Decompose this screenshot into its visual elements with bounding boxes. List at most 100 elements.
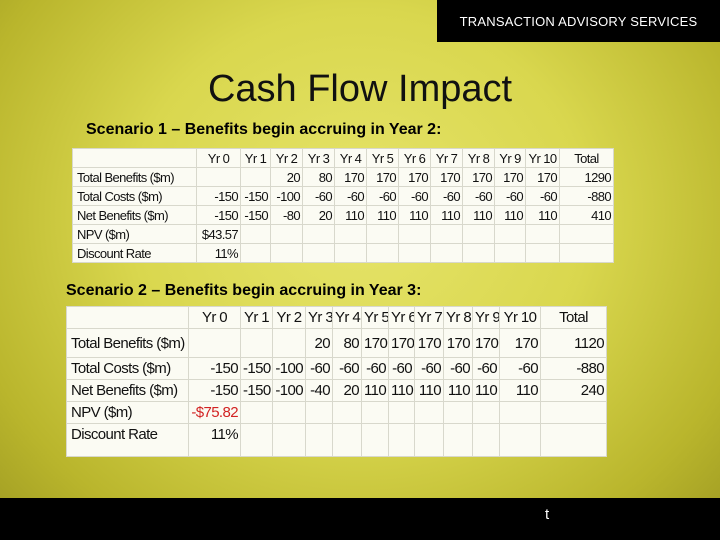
- table-row: Total Benefits ($m) 20 80 170 170 170 17…: [72, 167, 614, 187]
- table-cell: 110: [430, 205, 463, 225]
- table-cell: 170: [443, 328, 473, 358]
- table-cell: -60: [414, 357, 444, 380]
- table-cell: -60: [499, 357, 541, 380]
- table-cell: 240: [540, 379, 607, 402]
- table-cell: [240, 167, 271, 187]
- table-header-row: Yr 0 Yr 1 Yr 2 Yr 3 Yr 4 Yr 5 Yr 6 Yr 7 …: [72, 148, 614, 168]
- table-cell: -880: [559, 186, 614, 206]
- header-bar: TRANSACTION ADVISORY SERVICES: [437, 0, 720, 42]
- discount-rate-value: 11%: [188, 423, 241, 457]
- table-cell: [272, 328, 306, 358]
- table-cell: [196, 167, 241, 187]
- table-cell: 170: [525, 167, 560, 187]
- column-header: Yr 7: [430, 148, 463, 168]
- table-cell: [240, 328, 273, 358]
- table-cell: 20: [302, 205, 335, 225]
- row-label: Net Benefits ($m): [72, 205, 197, 225]
- table-cell: -100: [272, 357, 306, 380]
- table-cell: -60: [462, 186, 495, 206]
- table-cell: -60: [430, 186, 463, 206]
- table-cell: -150: [240, 379, 273, 402]
- table-cell: -60: [305, 357, 333, 380]
- table-cell: -150: [240, 357, 273, 380]
- table-cell: 110: [361, 379, 389, 402]
- table-cell: -80: [270, 205, 303, 225]
- table-cell: -60: [332, 357, 362, 380]
- column-header: Yr 4: [332, 306, 362, 329]
- footer-bar: [0, 498, 720, 540]
- column-header: Yr 9: [472, 306, 500, 329]
- row-label: Total Benefits ($m): [66, 328, 189, 358]
- column-header: Yr 4: [334, 148, 367, 168]
- table-cell: 110: [398, 205, 431, 225]
- table-cell: -150: [188, 379, 241, 402]
- table-cell: -100: [270, 186, 303, 206]
- table-cell: -60: [334, 186, 367, 206]
- table-row: Discount Rate 11%: [72, 243, 614, 263]
- row-label: Total Costs ($m): [72, 186, 197, 206]
- scenario-2-table: Yr 0 Yr 1 Yr 2 Yr 3 Yr 4 Yr 5 Yr 6 Yr 7 …: [66, 306, 607, 457]
- table-row: Net Benefits ($m) -150 -150 -100 -40 20 …: [66, 379, 607, 402]
- table-cell: -60: [361, 357, 389, 380]
- column-header: Yr 6: [388, 306, 415, 329]
- table-cell: 170: [462, 167, 495, 187]
- table-cell: -60: [494, 186, 526, 206]
- npv-value: $43.57: [196, 224, 241, 244]
- column-header: Yr 0: [188, 306, 241, 329]
- discount-rate-label: Discount Rate: [72, 243, 197, 263]
- table-cell: -150: [196, 186, 241, 206]
- table-cell: -60: [525, 186, 560, 206]
- table-cell: 110: [472, 379, 500, 402]
- column-header: Yr 1: [240, 148, 271, 168]
- column-header: Yr 10: [499, 306, 541, 329]
- table-cell: 110: [499, 379, 541, 402]
- row-label: Net Benefits ($m): [66, 379, 189, 402]
- table-cell: 170: [499, 328, 541, 358]
- table-row: NPV ($m) $43.57: [72, 224, 614, 244]
- table-cell: -100: [272, 379, 306, 402]
- table-cell: 170: [494, 167, 526, 187]
- column-header: Yr 5: [366, 148, 399, 168]
- table-cell: 20: [332, 379, 362, 402]
- table-cell: 170: [361, 328, 389, 358]
- column-header: [72, 148, 197, 168]
- table-cell: 1290: [559, 167, 614, 187]
- table-cell: 110: [462, 205, 495, 225]
- row-label: Total Benefits ($m): [72, 167, 197, 187]
- column-header: Yr 5: [361, 306, 389, 329]
- table-cell: 110: [414, 379, 444, 402]
- scenario-1-heading: Scenario 1 – Benefits begin accruing in …: [86, 121, 442, 138]
- table-cell: 80: [302, 167, 335, 187]
- column-header: Total: [540, 306, 607, 329]
- table-cell: 20: [305, 328, 333, 358]
- table-cell: 110: [388, 379, 415, 402]
- table-cell: 110: [443, 379, 473, 402]
- table-cell: -60: [398, 186, 431, 206]
- table-cell: -60: [388, 357, 415, 380]
- table-cell: -60: [443, 357, 473, 380]
- table-cell: 110: [334, 205, 367, 225]
- column-header: Yr 7: [414, 306, 444, 329]
- table-cell: 170: [388, 328, 415, 358]
- table-cell: -150: [188, 357, 241, 380]
- column-header: Yr 10: [525, 148, 560, 168]
- table-row: Net Benefits ($m) -150 -150 -80 20 110 1…: [72, 205, 614, 225]
- column-header: Yr 8: [462, 148, 495, 168]
- table-cell: 110: [366, 205, 399, 225]
- column-header: Yr 6: [398, 148, 431, 168]
- header-label: TRANSACTION ADVISORY SERVICES: [459, 13, 698, 29]
- table-cell: 170: [430, 167, 463, 187]
- table-row: NPV ($m) -$75.82: [66, 401, 607, 424]
- table-cell: 1120: [540, 328, 607, 358]
- scenario-2-heading: Scenario 2 – Benefits begin accruing in …: [66, 282, 422, 299]
- table-cell: -150: [196, 205, 241, 225]
- table-cell: 170: [366, 167, 399, 187]
- column-header: Yr 1: [240, 306, 273, 329]
- scenario-1-table: Yr 0 Yr 1 Yr 2 Yr 3 Yr 4 Yr 5 Yr 6 Yr 7 …: [72, 148, 614, 263]
- table-cell: 20: [270, 167, 303, 187]
- column-header: Yr 9: [494, 148, 526, 168]
- table-cell: 170: [398, 167, 431, 187]
- npv-label: NPV ($m): [72, 224, 197, 244]
- table-row: Total Costs ($m) -150 -150 -100 -60 -60 …: [72, 186, 614, 206]
- table-cell: -150: [240, 205, 271, 225]
